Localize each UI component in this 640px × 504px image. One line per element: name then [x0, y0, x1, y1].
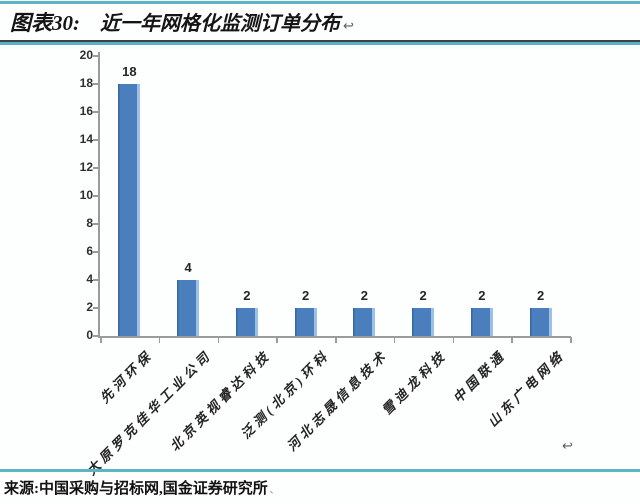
y-axis-tick	[93, 167, 98, 169]
y-axis-tick-label: 10	[79, 188, 93, 202]
bar	[529, 308, 552, 336]
x-axis-category-label: 中国联通	[449, 347, 509, 406]
y-axis-tick-label: 0	[86, 328, 93, 342]
bar-value-label: 2	[360, 288, 368, 303]
y-axis-tick-label: 2	[86, 300, 93, 314]
x-axis-category-label: 河北志晟信息技术	[284, 347, 392, 454]
bar-value-label: 2	[243, 288, 251, 303]
x-axis-tick	[335, 337, 337, 343]
title-divider-teal-line	[0, 42, 640, 45]
y-axis-tick-label: 16	[79, 104, 93, 118]
y-axis-tick-label: 14	[79, 132, 93, 146]
x-axis-tick	[276, 337, 278, 343]
y-axis-tick	[93, 335, 98, 337]
source-note: 来源:中国采购与招标网,国金证券研究所、	[4, 477, 634, 498]
y-axis-tick	[93, 223, 98, 225]
x-axis-tick	[217, 337, 219, 343]
footnote-mark: 、	[269, 485, 279, 495]
bar	[118, 84, 141, 336]
bar-value-label: 2	[478, 288, 486, 303]
bottom-divider	[0, 469, 640, 472]
y-axis-tick	[93, 307, 98, 309]
x-axis	[98, 336, 571, 338]
y-axis-tick	[93, 55, 98, 57]
x-axis-tick	[393, 337, 396, 343]
top-divider	[0, 1, 640, 4]
x-axis-tick	[511, 337, 513, 343]
figure-title-text: 近一年网格化监测订单分布	[100, 13, 340, 35]
x-axis-category-label: 北京英视睿达科技	[166, 347, 274, 454]
bar	[294, 308, 317, 336]
x-axis-tick	[452, 337, 454, 343]
x-axis-tick	[158, 337, 161, 343]
y-axis-tick-label: 8	[86, 216, 93, 230]
y-axis-tick	[93, 251, 98, 253]
bar	[177, 280, 200, 336]
title-divider	[0, 40, 640, 45]
y-axis-tick-label: 6	[86, 244, 93, 258]
y-axis-tick	[93, 139, 98, 141]
y-axis-tick	[93, 195, 98, 197]
figure-number: 图表30:	[10, 11, 80, 35]
x-axis-tick	[570, 337, 572, 343]
bar-value-label: 4	[184, 260, 192, 275]
x-axis-tick	[100, 337, 102, 343]
figure-title: 图表30: 近一年网格化监测订单分布 ↩	[10, 7, 630, 37]
bar	[412, 308, 435, 336]
title-divider-dark-line	[0, 40, 640, 42]
return-mark-icon: ↩	[562, 438, 573, 453]
bar-value-label: 2	[537, 288, 545, 303]
bar	[235, 308, 258, 336]
bar-value-label: 2	[302, 288, 310, 303]
y-axis	[98, 52, 100, 338]
y-axis-tick-label: 18	[79, 76, 93, 90]
source-text: 来源:中国采购与招标网,国金证券研究所	[4, 481, 268, 497]
bar	[353, 308, 376, 336]
bar-value-label: 2	[419, 288, 427, 303]
bar	[470, 308, 493, 336]
y-axis-tick-label: 12	[79, 160, 93, 174]
y-axis-tick	[93, 83, 98, 85]
y-axis-tick	[93, 279, 98, 281]
y-axis-tick-label: 4	[86, 272, 93, 286]
bar-value-label: 18	[122, 64, 137, 79]
y-axis-tick-label: 20	[79, 48, 93, 62]
x-axis-category-label: 先河环保	[97, 347, 157, 406]
y-axis-tick	[93, 111, 98, 113]
return-mark-icon: ↩	[343, 18, 354, 33]
